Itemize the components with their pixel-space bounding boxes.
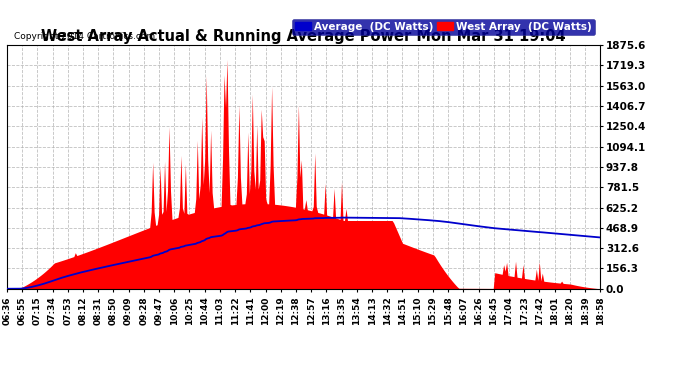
Title: West Array Actual & Running Average Power Mon Mar 31 19:04: West Array Actual & Running Average Powe… [41, 29, 566, 44]
Legend: Average  (DC Watts), West Array  (DC Watts): Average (DC Watts), West Array (DC Watts… [292, 18, 595, 35]
Text: Copyright 2014 Cartronics.com: Copyright 2014 Cartronics.com [14, 32, 155, 41]
